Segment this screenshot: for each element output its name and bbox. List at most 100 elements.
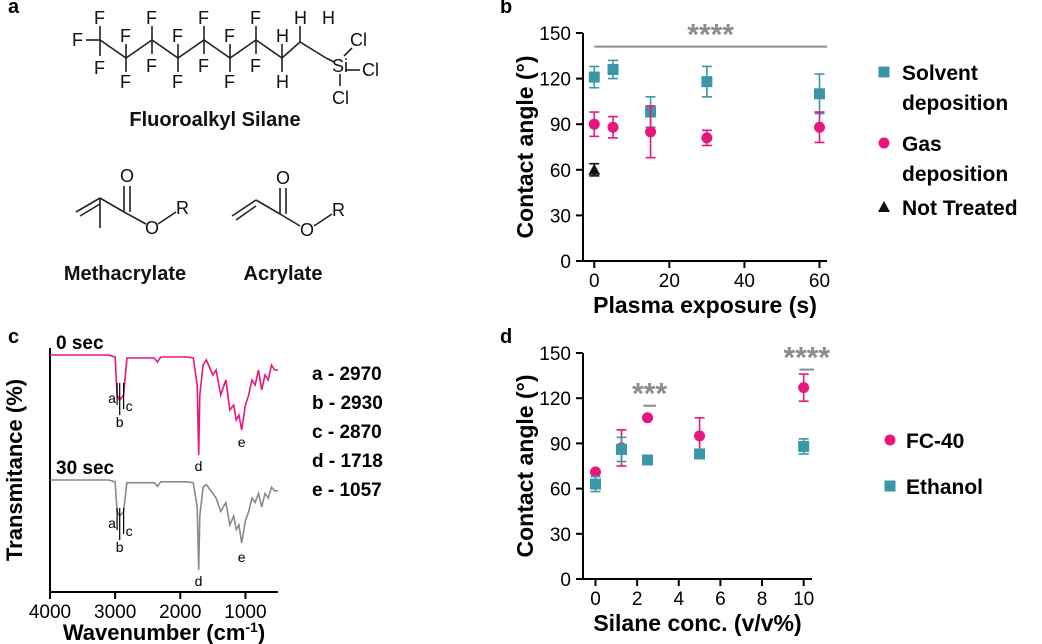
acrylate-skeleton <box>231 188 333 227</box>
peak-label: b <box>116 539 124 555</box>
y-tick-label: 60 <box>550 161 571 182</box>
atom-o: O <box>120 166 134 186</box>
atom-f: F <box>120 72 131 92</box>
legend-marker <box>884 434 896 446</box>
acrylate-caption: Acrylate <box>244 263 323 285</box>
spectrum-label: 30 sec <box>56 458 115 479</box>
peak-list-item: d - 1718 <box>312 451 383 472</box>
significance-label: **** <box>687 19 734 52</box>
atom-o: O <box>300 220 314 240</box>
data-point <box>607 63 619 75</box>
silane-caption: Fluoroalkyl Silane <box>129 109 300 131</box>
y-tick-label: 120 <box>539 70 571 91</box>
x-axis-label: Silane conc. (v/v%) <box>593 610 801 636</box>
atom-f: F <box>94 8 105 28</box>
peak-label: e <box>238 434 246 450</box>
data-point <box>589 478 601 490</box>
y-tick-label: 30 <box>550 206 571 227</box>
peak-list-item: b - 2930 <box>312 393 383 414</box>
atom-f: F <box>224 72 235 92</box>
peak-label: a <box>108 515 116 531</box>
data-point <box>701 76 713 88</box>
x-tick-label: 4 <box>673 589 684 610</box>
peak-list-item: a - 2970 <box>312 364 382 385</box>
x-tick-label: 1000 <box>224 602 266 623</box>
methacrylate-caption: Methacrylate <box>64 263 186 285</box>
atom-si: Si <box>332 56 348 76</box>
peak-label: b <box>116 414 124 430</box>
peak-label: d <box>195 458 203 474</box>
legend-label: deposition <box>902 92 1008 115</box>
data-point <box>588 71 600 83</box>
significance-label: *** <box>632 378 667 411</box>
y-tick-label: 150 <box>539 344 571 365</box>
y-tick-label: 90 <box>550 434 571 455</box>
atom-f: F <box>94 58 105 78</box>
x-tick-label: 60 <box>809 271 830 292</box>
legend-marker <box>884 480 896 492</box>
silane-atoms: F F F F F F F F F F F F F F F H H H H Si… <box>72 8 379 108</box>
x-tick-label: 0 <box>589 271 600 292</box>
atom-f: F <box>120 26 131 46</box>
atom-h: H <box>322 8 335 28</box>
atom-o: O <box>276 168 290 188</box>
x-tick-label: 6 <box>715 589 726 610</box>
legend-marker <box>878 137 890 149</box>
peak-list-item: c - 2870 <box>312 422 382 443</box>
atom-o: O <box>145 218 159 238</box>
peak-list-item: e - 1057 <box>312 480 382 501</box>
spectrum-line <box>50 354 278 456</box>
x-tick-label: 0 <box>590 589 601 610</box>
significance-label: **** <box>783 342 830 375</box>
data-point <box>645 126 657 138</box>
data-point <box>798 440 810 452</box>
atom-f: F <box>250 8 261 28</box>
y-tick-label: 90 <box>550 115 571 136</box>
acrylate-atoms: O O R <box>276 168 345 240</box>
x-tick-label: 40 <box>734 271 755 292</box>
atom-f: F <box>198 8 209 28</box>
methacrylate-skeleton <box>75 186 177 228</box>
data-point <box>813 88 825 100</box>
x-tick-label: 3000 <box>94 602 136 623</box>
methacrylate-atoms: O O R <box>120 166 189 238</box>
x-tick-label: 10 <box>793 589 814 610</box>
atom-cl: Cl <box>362 60 379 80</box>
peak-label: d <box>195 573 203 589</box>
x-axis-label-end: ) <box>258 620 265 644</box>
y-axis-label: Transmitance (%) <box>2 379 27 561</box>
atom-h: H <box>294 8 307 28</box>
data-point <box>642 454 654 466</box>
y-tick-label: 150 <box>539 24 571 45</box>
x-tick-label: 2000 <box>159 602 201 623</box>
legend-label: deposition <box>902 163 1008 186</box>
spectrum-label: 0 sec <box>56 333 104 354</box>
panel-label-b: b <box>500 0 513 18</box>
legend-label: Not Treated <box>902 197 1018 220</box>
y-tick-label: 30 <box>550 525 571 546</box>
data-point <box>589 466 601 478</box>
x-tick-label: 8 <box>757 589 768 610</box>
x-tick-label: 2 <box>632 589 643 610</box>
x-tick-label: 4000 <box>29 602 71 623</box>
atom-cl: Cl <box>350 30 367 50</box>
y-axis-label: Contact angle (°) <box>512 56 538 239</box>
legend-label: FC-40 <box>906 430 964 453</box>
atom-f: F <box>224 26 235 46</box>
panel-label-d: d <box>500 326 513 348</box>
chem-structures: F F F F F F F F F F F F F F F H H H H Si… <box>64 8 379 285</box>
legend-marker <box>878 201 890 212</box>
y-tick-label: 0 <box>560 570 571 591</box>
panel-label-c: c <box>8 326 20 348</box>
atom-f: F <box>146 8 157 28</box>
spectrum-line <box>50 479 278 571</box>
peak-label: c <box>126 398 133 414</box>
data-point <box>813 121 825 133</box>
atom-f: F <box>250 56 261 76</box>
legend-label: Ethanol <box>906 476 983 499</box>
data-point <box>798 382 810 394</box>
atom-f: F <box>172 26 183 46</box>
atom-h: H <box>276 26 289 46</box>
